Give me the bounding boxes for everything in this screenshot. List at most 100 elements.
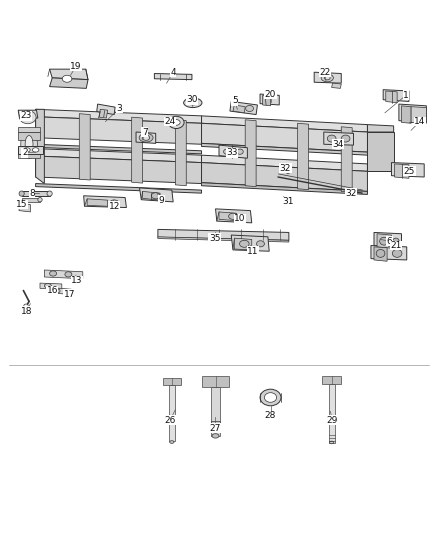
Text: 19: 19 [70,62,81,71]
Polygon shape [402,106,411,123]
Ellipse shape [237,149,243,154]
Polygon shape [245,120,256,187]
Polygon shape [19,203,30,212]
Ellipse shape [172,119,180,125]
Polygon shape [234,238,252,250]
Ellipse shape [341,135,350,142]
Polygon shape [201,116,367,132]
Polygon shape [49,78,88,88]
Polygon shape [35,156,201,183]
Text: 16: 16 [46,286,58,295]
Text: 20: 20 [265,90,276,99]
Text: 25: 25 [404,167,415,176]
Polygon shape [21,198,40,202]
Ellipse shape [24,304,28,308]
Ellipse shape [53,289,60,293]
Polygon shape [87,199,108,206]
Text: 32: 32 [345,189,357,198]
Ellipse shape [188,101,197,105]
Ellipse shape [38,198,42,202]
Polygon shape [201,143,367,155]
Polygon shape [154,74,192,79]
Polygon shape [377,234,392,248]
Polygon shape [230,101,258,115]
Ellipse shape [168,116,184,128]
Polygon shape [18,147,43,154]
Ellipse shape [348,189,352,193]
Polygon shape [399,104,426,123]
Text: 22: 22 [319,68,330,77]
Polygon shape [21,191,49,196]
Ellipse shape [321,74,333,82]
Ellipse shape [380,237,389,245]
Ellipse shape [212,434,219,438]
Polygon shape [367,132,394,171]
Ellipse shape [21,130,37,158]
Polygon shape [201,163,367,191]
Text: 9: 9 [159,196,164,205]
Polygon shape [175,120,186,185]
Polygon shape [18,152,40,158]
Polygon shape [40,283,62,289]
Polygon shape [374,232,402,247]
Ellipse shape [325,76,330,80]
Text: 30: 30 [186,95,198,104]
Text: 17: 17 [64,290,75,299]
Text: 6: 6 [386,237,392,246]
Polygon shape [411,107,426,123]
Polygon shape [140,188,173,202]
Polygon shape [233,105,245,113]
Polygon shape [297,123,308,190]
Polygon shape [99,109,108,118]
Text: 5: 5 [232,96,237,105]
Ellipse shape [49,271,57,276]
Polygon shape [158,229,289,240]
Text: 11: 11 [247,247,259,256]
Polygon shape [201,183,367,195]
Ellipse shape [257,241,265,247]
Polygon shape [386,91,397,103]
Ellipse shape [223,149,230,154]
Ellipse shape [47,191,52,196]
Text: 31: 31 [282,197,294,206]
Text: 18: 18 [21,306,33,316]
Polygon shape [162,378,181,385]
Polygon shape [260,94,279,105]
Ellipse shape [44,284,51,288]
Text: 14: 14 [414,117,426,126]
Text: 8: 8 [29,189,35,198]
Text: 2: 2 [22,149,28,157]
Polygon shape [201,155,367,171]
Polygon shape [84,196,127,207]
Polygon shape [35,144,201,154]
Text: 33: 33 [226,149,238,157]
Polygon shape [143,191,160,200]
Ellipse shape [24,148,30,152]
Polygon shape [371,246,407,260]
Polygon shape [374,247,387,261]
Polygon shape [48,287,71,294]
Ellipse shape [392,238,399,244]
Ellipse shape [260,389,281,406]
Ellipse shape [19,191,24,196]
Text: 21: 21 [391,241,402,250]
Ellipse shape [376,249,385,257]
Ellipse shape [32,148,39,152]
Polygon shape [332,83,341,88]
Text: 29: 29 [327,416,338,425]
Polygon shape [44,270,83,279]
Polygon shape [392,163,424,177]
Ellipse shape [246,106,254,111]
Text: 24: 24 [165,117,176,126]
Ellipse shape [170,441,174,443]
Text: 15: 15 [16,200,28,209]
Polygon shape [136,132,155,143]
Ellipse shape [25,135,33,153]
Polygon shape [169,385,175,441]
Polygon shape [341,127,352,192]
Ellipse shape [65,272,72,277]
Ellipse shape [184,98,202,108]
Text: 10: 10 [234,214,246,223]
Text: 26: 26 [164,416,176,425]
Polygon shape [18,132,40,140]
